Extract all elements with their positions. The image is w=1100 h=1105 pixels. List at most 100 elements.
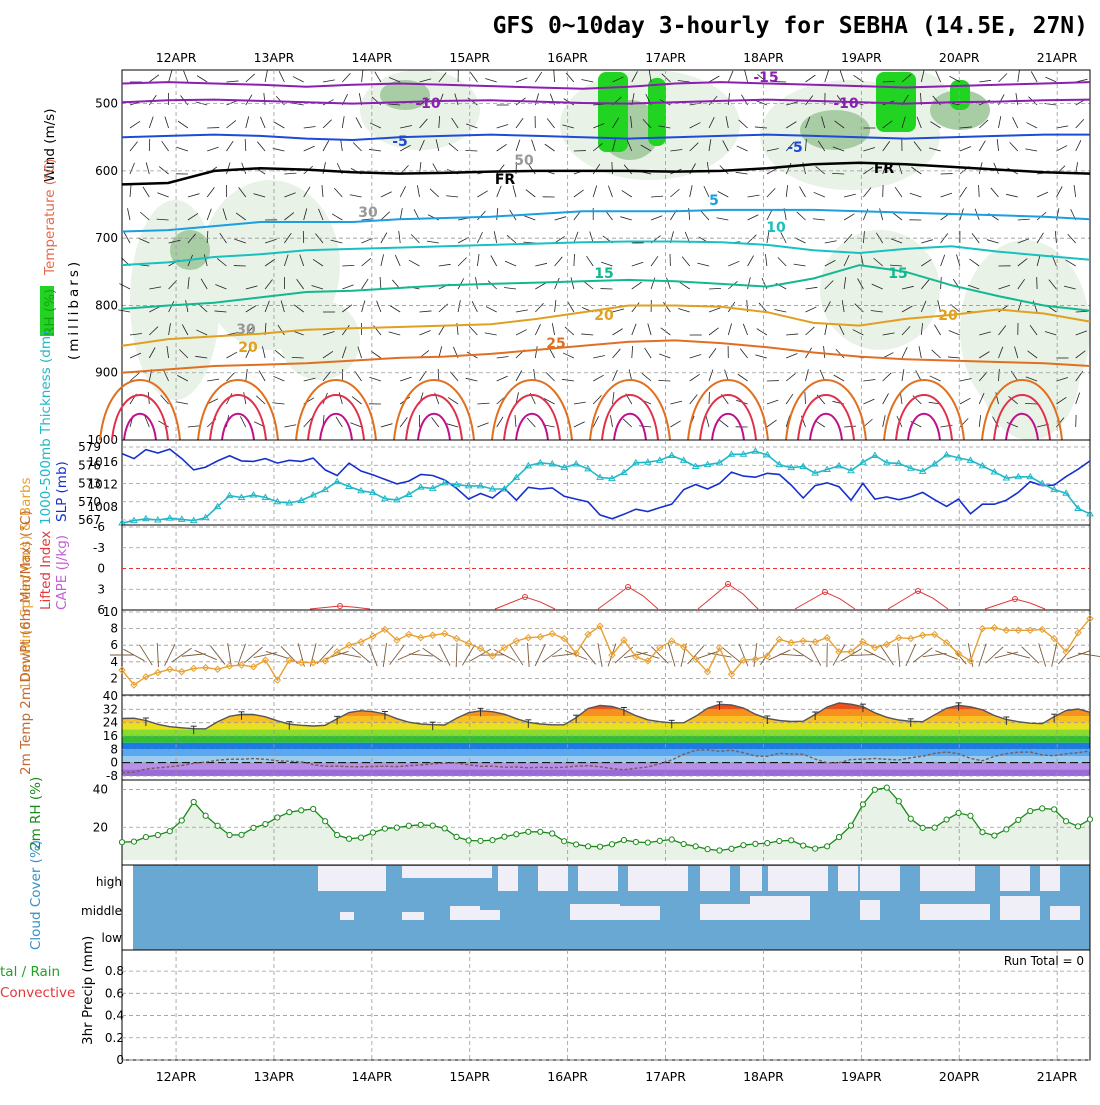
ylabel-precip-rain: tal / Rain (0, 964, 60, 980)
contour-label-15: 15 (594, 266, 613, 282)
rh-2m-point (454, 834, 459, 839)
rh-2m-point (430, 823, 435, 828)
rh-2m-point (801, 843, 806, 848)
rh-2m-point (705, 847, 710, 852)
rh-2m-point (1040, 806, 1045, 811)
rh-2m-point (526, 829, 531, 834)
cloud-gap (920, 866, 975, 891)
top-date-19APR: 19APR (841, 50, 882, 65)
top-date-12APR: 12APR (156, 50, 197, 65)
chart-title: GFS 0~10day 3-hourly for SEBHA (14.5E, 2… (493, 13, 1088, 39)
rh-2m-point (119, 840, 124, 845)
cross-section-ytick-900: 900 (95, 366, 118, 380)
ylabel-temp: 2m Temp 2m DewPt (6hr Min/Max) (°C) (18, 510, 34, 775)
rh-light-area (280, 300, 360, 380)
bottom-date-14APR: 14APR (352, 1069, 393, 1084)
rh-2m-point (872, 787, 877, 792)
cloud-gap (498, 866, 518, 891)
rh-2m-point (562, 839, 567, 844)
cloud-gap (750, 896, 810, 920)
cloud-gap (318, 866, 386, 891)
cloud-level-low: low (102, 931, 123, 945)
cloud-gap (1040, 866, 1060, 891)
rh-2m-point (143, 834, 148, 839)
ylabel-precip: 3hr Precip (mm) (80, 936, 96, 1045)
cloud-level-high: high (96, 875, 122, 889)
cloud-gap (450, 906, 480, 920)
cloud-gap (340, 912, 354, 920)
contour-label-20: 20 (938, 308, 958, 324)
rh-2m-point (944, 817, 949, 822)
top-date-18APR: 18APR (743, 50, 784, 65)
rh-2m-point (813, 846, 818, 851)
rh-2m-point (956, 810, 961, 815)
bottom-date-12APR: 12APR (156, 1069, 197, 1084)
top-date-14APR: 14APR (352, 50, 393, 65)
rh-2m-point (502, 834, 507, 839)
ylabel-temperature: Temperature (°C) (42, 158, 58, 276)
slp-ytick-1012: 1012 (87, 478, 118, 492)
cloud-gap (538, 866, 568, 891)
contour-label-30: 30 (358, 205, 378, 221)
rh-2m-point (574, 842, 579, 847)
ylabel-slp: SLP (mb) (54, 461, 70, 522)
top-date-16APR: 16APR (547, 50, 588, 65)
ylabel-cape: CAPE (J/kg) (54, 535, 70, 610)
rh-2m-point (932, 825, 937, 830)
rh-2m-point (227, 832, 232, 837)
temp-band (122, 769, 1090, 776)
rh-2m-point (538, 829, 543, 834)
lifted-ytick-0: 0 (97, 562, 105, 576)
rh-2m-point (239, 832, 244, 837)
rh-2m-point (490, 838, 495, 843)
bottom-date-16APR: 16APR (547, 1069, 588, 1084)
cloud-gap (860, 866, 900, 891)
slp-ytick-1016: 1016 (87, 455, 118, 469)
rh-2m-point (550, 831, 555, 836)
rh-2m-point (1016, 817, 1021, 822)
cloud-gap (620, 906, 660, 920)
contour-label--5: -5 (787, 140, 803, 156)
cloud-gap (1000, 896, 1040, 920)
rh-2m-point (621, 838, 626, 843)
rh-2m-point (311, 806, 316, 811)
rh-2m-point (478, 838, 483, 843)
rh-2m-point (717, 848, 722, 853)
bottom-date-15APR: 15APR (449, 1069, 490, 1084)
rh-2m-point (263, 821, 268, 826)
rh-2m-point (669, 837, 674, 842)
cross-section-ytick-700: 700 (95, 231, 118, 245)
cloud-gap (578, 866, 618, 891)
contour-label-10: 10 (766, 220, 786, 236)
temp-band (122, 743, 1090, 750)
rh-2m-point (179, 818, 184, 823)
cloud-gap (920, 904, 990, 920)
bottom-date-13APR: 13APR (254, 1069, 295, 1084)
rh-2m-point (597, 844, 602, 849)
top-date-13APR: 13APR (254, 50, 295, 65)
rh-2m-point (382, 826, 387, 831)
cloud-gap (700, 866, 730, 891)
rh-2m-point (992, 833, 997, 838)
rh-2m-point (645, 840, 650, 845)
lifted-ytick-3: 3 (97, 582, 105, 596)
cloud-gap (838, 866, 858, 891)
temp-ytick--8: -8 (106, 769, 118, 783)
slp-ytick-1008: 1008 (87, 500, 118, 514)
rh-2m-point (1004, 827, 1009, 832)
temp-ytick-16: 16 (103, 729, 118, 743)
temp-ytick-8: 8 (110, 742, 118, 756)
rh-2m-point (585, 844, 590, 849)
cloud-gap (700, 904, 750, 920)
rh-2m-point (908, 816, 913, 821)
contour-label-25: 25 (546, 336, 565, 352)
contour-label--10: -10 (415, 96, 441, 112)
rh-2m-point (299, 808, 304, 813)
rh-2m-point (1028, 808, 1033, 813)
bottom-date-20APR: 20APR (939, 1069, 980, 1084)
bottom-date-21APR: 21APR (1037, 1069, 1078, 1084)
rh-2m-point (729, 846, 734, 851)
cross-section-ytick-600: 600 (95, 164, 118, 178)
precip-ytick-0.6: 0.6 (105, 986, 124, 1000)
rh-mid-area (170, 230, 210, 270)
